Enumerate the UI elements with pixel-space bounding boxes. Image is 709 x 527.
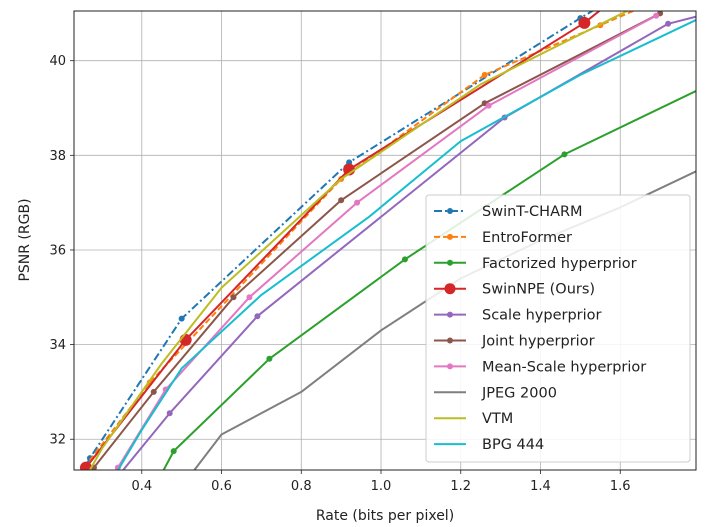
scale-hyperprior-point <box>665 21 671 27</box>
x-tick-label: 1.2 <box>450 479 471 494</box>
legend-label: Mean-Scale hyperprior <box>482 359 646 375</box>
scale-hyperprior-point <box>167 410 173 416</box>
y-tick-label: 36 <box>49 243 66 258</box>
legend-marker <box>447 363 453 369</box>
scale-hyperprior-point <box>254 313 260 319</box>
legend-label: BPG 444 <box>482 437 544 453</box>
factorized-hyperprior-point <box>266 356 272 362</box>
legend-label: Factorized hyperprior <box>482 256 637 272</box>
legend-label: SwinNPE (Ours) <box>482 282 595 298</box>
y-tick-label: 38 <box>49 149 66 164</box>
mean-scale-hyperprior-point <box>354 200 360 206</box>
joint-hyperprior-point <box>230 294 236 300</box>
y-tick-label: 32 <box>49 433 66 448</box>
x-tick-label: 1.4 <box>530 479 551 494</box>
y-axis-label: PSNR (RGB) <box>17 198 33 281</box>
factorized-hyperprior-point <box>171 448 177 454</box>
x-tick-label: 0.6 <box>211 479 232 494</box>
legend-marker <box>447 312 453 318</box>
y-tick-label: 34 <box>49 338 66 353</box>
legend: SwinT-CHARM EntroFormer Factorized hyperpr… <box>426 195 690 462</box>
factorized-hyperprior-point <box>561 151 567 157</box>
legend-label: Joint hyperprior <box>481 334 595 350</box>
x-tick-label: 0.8 <box>291 479 312 494</box>
mean-scale-hyperprior-point <box>246 294 252 300</box>
joint-hyperprior-point <box>151 389 157 395</box>
x-axis-label: Rate (bits per pixel) <box>316 508 454 524</box>
legend-marker <box>447 208 453 214</box>
legend-label: VTM <box>482 411 513 427</box>
legend-label: JPEG 2000 <box>481 385 557 401</box>
x-tick-label: 0.4 <box>131 479 152 494</box>
legend-marker <box>447 338 453 344</box>
x-tick-label: 1.0 <box>371 479 392 494</box>
entroformer-point <box>482 72 488 78</box>
factorized-hyperprior-point <box>402 256 408 262</box>
mean-scale-hyperprior-point <box>653 13 659 19</box>
legend-label: SwinT-CHARM <box>482 204 583 220</box>
legend-marker <box>445 283 456 294</box>
legend-label: EntroFormer <box>482 230 572 246</box>
swinnpe-ours-point <box>578 17 590 29</box>
joint-hyperprior-point <box>338 197 344 203</box>
swint-charm-point <box>179 316 185 322</box>
y-tick-label: 40 <box>49 54 66 69</box>
legend-label: Scale hyperprior <box>482 308 602 324</box>
legend-marker <box>447 234 453 240</box>
legend-marker <box>447 260 453 266</box>
mean-scale-hyperprior-point <box>486 103 492 109</box>
x-tick-label: 1.6 <box>610 479 631 494</box>
